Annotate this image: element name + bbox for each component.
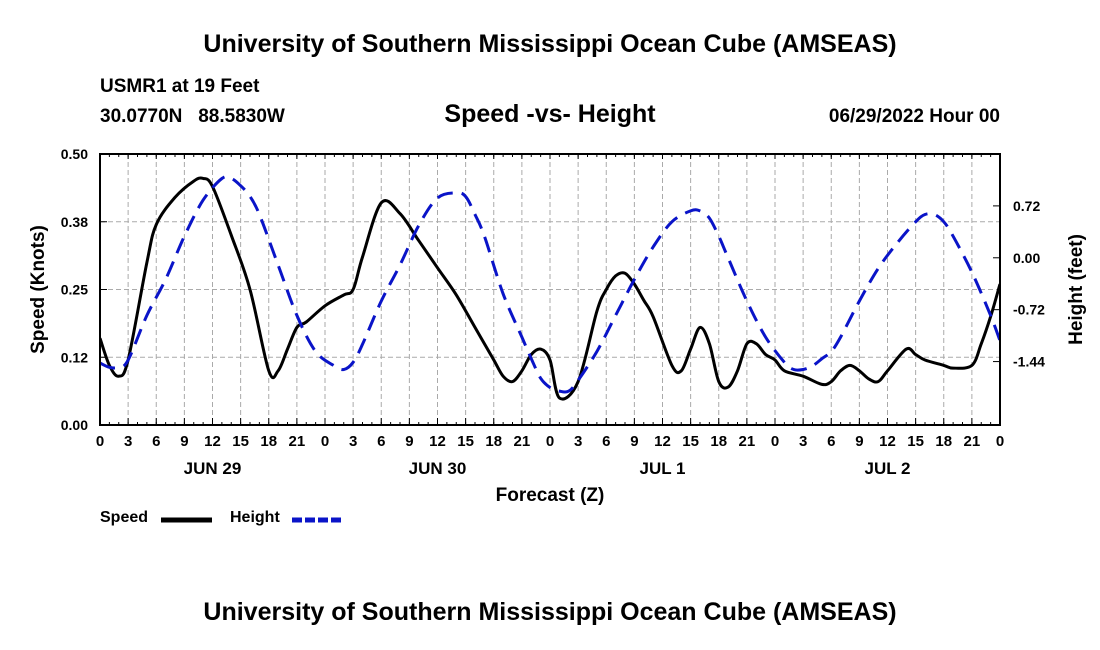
x-tick-label: 18 — [935, 433, 952, 450]
x-tick-label: 3 — [574, 433, 582, 450]
x-tick-label: 6 — [602, 433, 610, 450]
day-label: JUL 1 — [640, 459, 686, 478]
series-line-speed — [100, 176, 1000, 401]
x-tick-label: 18 — [710, 433, 727, 450]
legend-speed-label: Speed — [100, 509, 149, 526]
coordinates-label: 30.0770N 88.5830W — [100, 106, 285, 127]
x-tick-label: 0 — [771, 433, 779, 450]
y-left-tick-label: 0.00 — [61, 417, 88, 433]
x-tick-label: 9 — [630, 433, 638, 450]
station-label: USMR1 at 19 Feet — [100, 76, 260, 97]
x-tick-label: 0 — [96, 433, 104, 450]
x-tick-label: 12 — [654, 433, 671, 450]
date-hour-label: 06/29/2022 Hour 00 — [828, 106, 1000, 127]
legend-height-label: Height — [230, 509, 280, 526]
x-tick-label: 21 — [964, 433, 981, 450]
x-tick-label: 3 — [799, 433, 807, 450]
x-tick-label: 3 — [349, 433, 357, 450]
y-right-axis-title: Height (feet) — [1066, 234, 1087, 345]
footer-title: University of Southern Mississippi Ocean… — [203, 598, 897, 626]
y-right-tick-label: 0.00 — [1013, 250, 1040, 266]
x-tick-label: 9 — [405, 433, 413, 450]
x-tick-label: 15 — [682, 433, 699, 450]
x-tick-label: 15 — [232, 433, 249, 450]
x-tick-label: 21 — [739, 433, 756, 450]
x-tick-label: 18 — [260, 433, 277, 450]
day-label: JUL 2 — [865, 459, 911, 478]
x-tick-label: 6 — [827, 433, 835, 450]
x-tick-label: 21 — [289, 433, 306, 450]
x-tick-label: 12 — [204, 433, 221, 450]
x-tick-label: 15 — [457, 433, 474, 450]
x-tick-label: 6 — [377, 433, 385, 450]
y-left-axis-title: Speed (Knots) — [28, 225, 49, 354]
y-left-tick-label: 0.38 — [61, 214, 88, 230]
y-left-tick-label: 0.50 — [61, 146, 88, 162]
day-label: JUN 29 — [184, 459, 242, 478]
x-tick-label: 12 — [429, 433, 446, 450]
chart-title: Speed -vs- Height — [444, 100, 656, 128]
y-left-tick-label: 0.25 — [61, 282, 88, 298]
y-left-tick-label: 0.12 — [61, 349, 88, 365]
x-tick-label: 6 — [152, 433, 160, 450]
x-tick-label: 12 — [879, 433, 896, 450]
main-title: University of Southern Mississippi Ocean… — [203, 30, 897, 58]
x-tick-label: 15 — [907, 433, 924, 450]
x-tick-label: 21 — [514, 433, 531, 450]
series-line-height — [100, 175, 1000, 394]
x-tick-label: 3 — [124, 433, 132, 450]
day-label: JUN 30 — [409, 459, 467, 478]
y-right-tick-label: 0.72 — [1013, 198, 1040, 214]
x-tick-label: 9 — [180, 433, 188, 450]
plot-frame — [99, 153, 1001, 426]
x-tick-label: 0 — [321, 433, 329, 450]
y-right-tick-label: -1.44 — [1013, 354, 1045, 370]
y-right-tick-label: -0.72 — [1013, 302, 1045, 318]
x-tick-label: 0 — [996, 433, 1004, 450]
x-tick-label: 0 — [546, 433, 554, 450]
x-tick-label: 18 — [485, 433, 502, 450]
x-tick-label: 9 — [855, 433, 863, 450]
x-axis-title: Forecast (Z) — [496, 485, 605, 506]
